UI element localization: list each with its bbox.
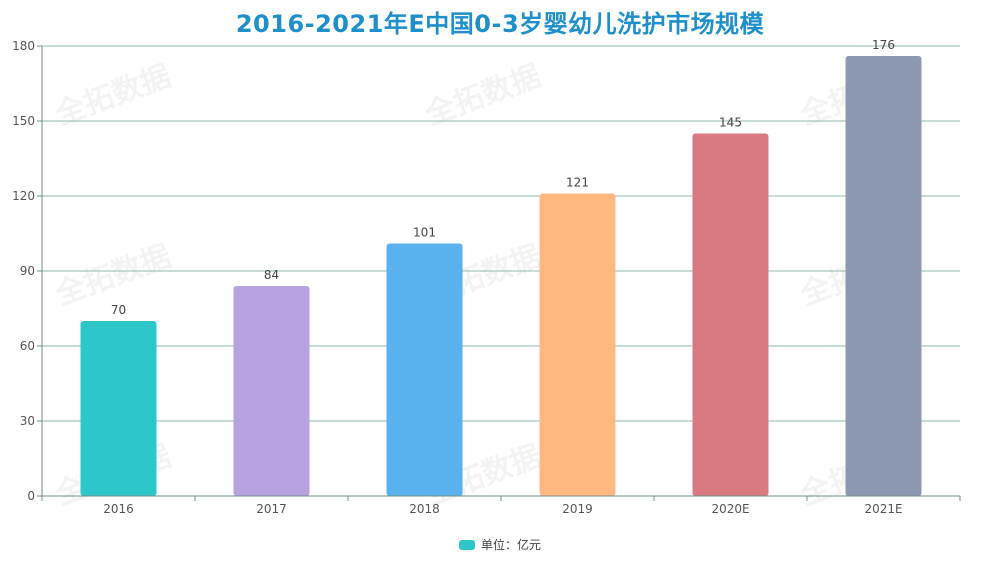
data-label: 84 (264, 268, 279, 282)
x-tick-label: 2017 (256, 502, 287, 516)
x-tick-label: 2016 (103, 502, 134, 516)
watermark-text: 全拓数据 (420, 59, 546, 133)
data-label: 176 (872, 38, 895, 52)
watermark-text: 全拓数据 (50, 239, 176, 313)
x-tick-label: 2019 (562, 502, 593, 516)
bar[interactable] (539, 193, 616, 497)
y-tick-label: 180 (12, 39, 35, 53)
legend-label: 单位：亿元 (480, 538, 541, 552)
bar[interactable] (233, 286, 310, 496)
y-tick-label: 90 (20, 264, 35, 278)
y-tick-label: 30 (20, 414, 35, 428)
y-tick-label: 60 (20, 339, 35, 353)
chart-title: 2016-2021年E中国0-3岁婴幼儿洗护市场规模 (235, 10, 765, 38)
x-tick-label: 2020E (711, 502, 749, 516)
data-label: 101 (413, 226, 436, 240)
labels-group: 0 30 60 90 120 150 180 70 2016 84 2017 101 2018 121 20… (12, 38, 902, 516)
axes-group (41, 46, 961, 501)
bars-group (80, 56, 922, 497)
bar[interactable] (386, 243, 463, 497)
watermark-layer: 全拓数据全拓数据全拓数据全拓数据全拓数据全拓数据全拓数据全拓数据全拓数据 (50, 59, 921, 513)
bar[interactable] (845, 56, 922, 496)
y-tick-label: 120 (12, 189, 35, 203)
legend-swatch (458, 539, 475, 550)
y-tick-label: 150 (12, 114, 35, 128)
data-label: 70 (111, 303, 126, 317)
x-tick-label: 2021E (864, 502, 902, 516)
watermark-text: 全拓数据 (50, 59, 176, 133)
bar[interactable] (692, 133, 769, 497)
data-label: 145 (719, 116, 742, 130)
bar[interactable] (80, 321, 157, 496)
legend[interactable]: 单位：亿元 (0, 536, 1000, 553)
x-tick-label: 2018 (409, 502, 440, 516)
y-tick-label: 0 (27, 489, 35, 503)
data-label: 121 (566, 176, 589, 190)
grid-lines (37, 45, 960, 497)
